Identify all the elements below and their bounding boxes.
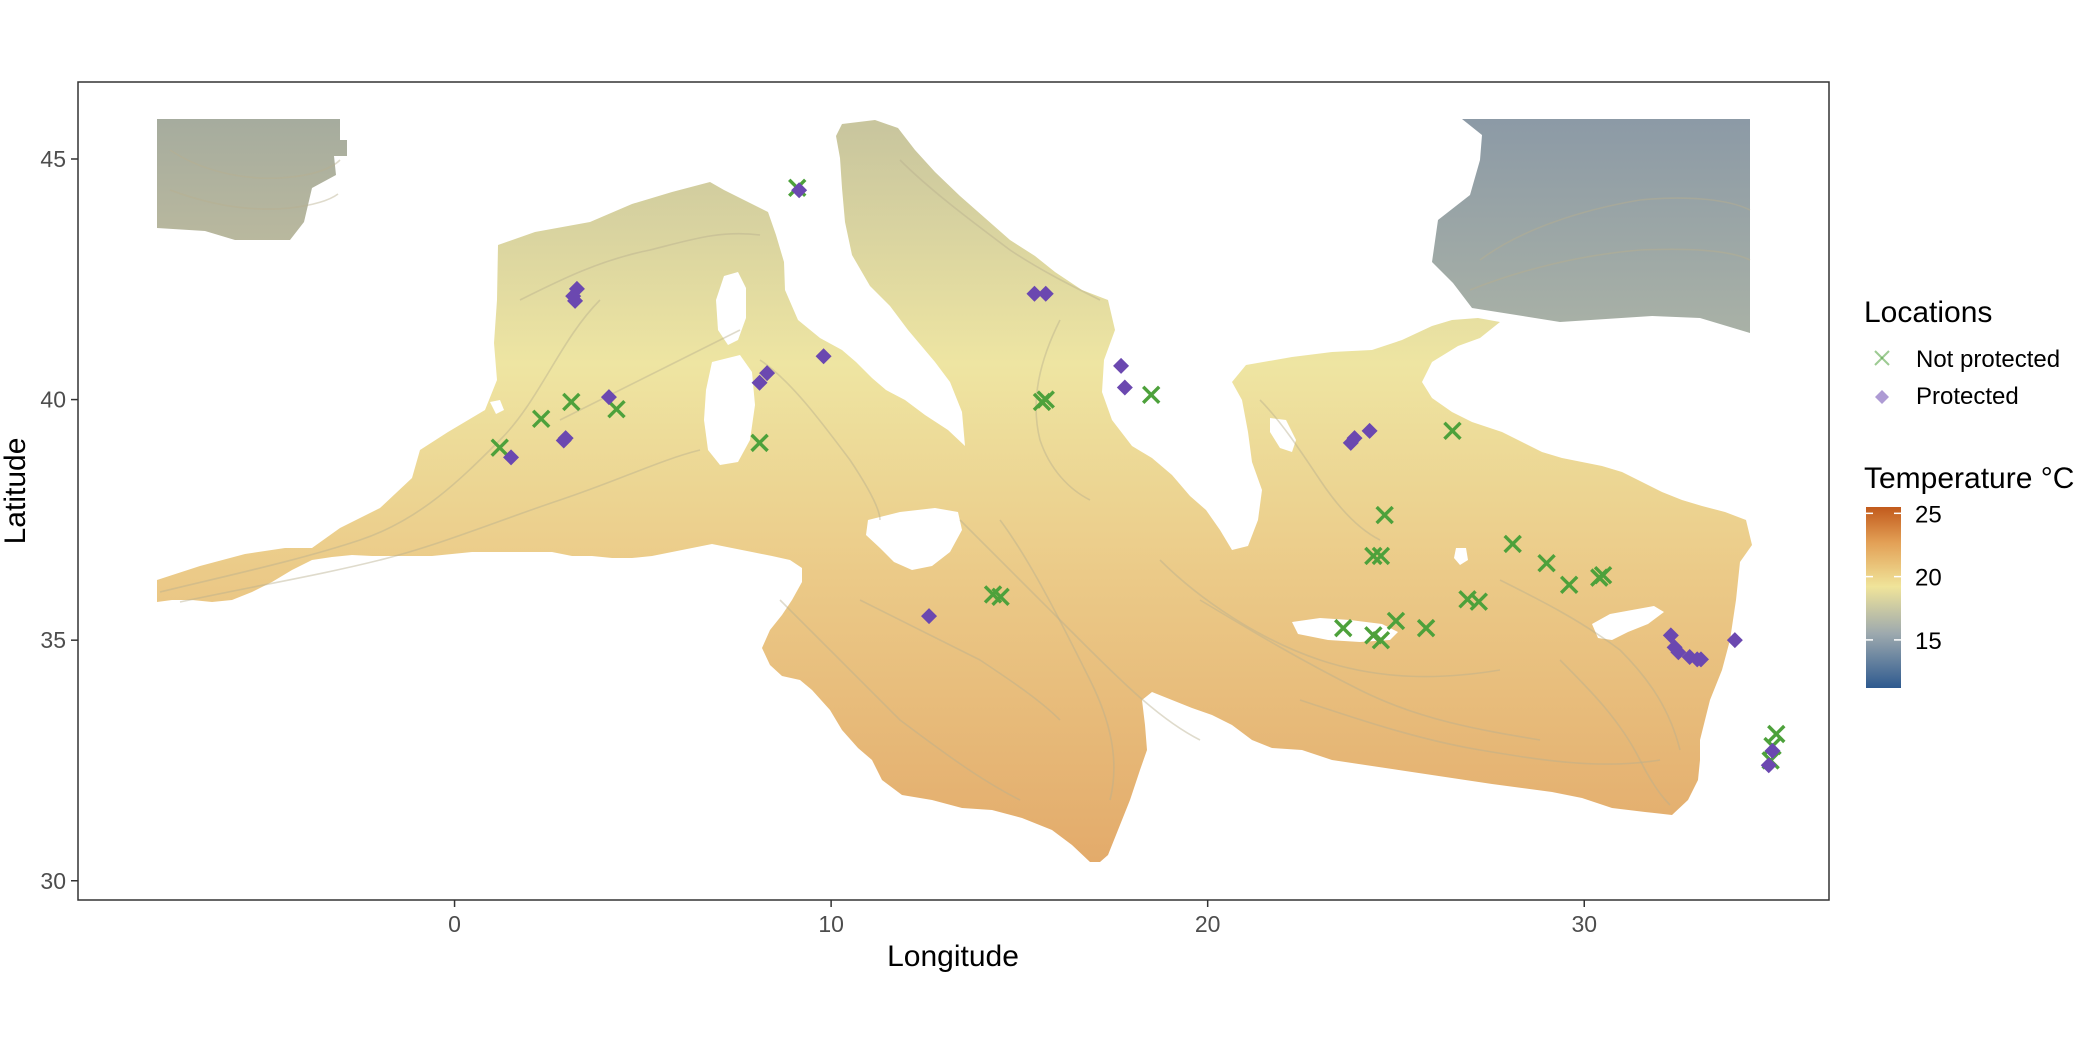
legend-label-not-protected: Not protected — [1916, 346, 2060, 373]
protected-point — [815, 348, 832, 365]
colorbar-tick-label: 20 — [1915, 565, 1942, 592]
legend-x-marker — [1874, 350, 1890, 366]
bathymetry-contours — [159, 149, 1751, 806]
not-protected-point — [1537, 553, 1556, 573]
x-axis: 0 10 20 30 — [448, 900, 1597, 937]
not-protected-point — [1386, 611, 1406, 631]
y-tick-label: 35 — [40, 627, 66, 653]
protected-point — [1692, 651, 1709, 668]
not-protected-point — [1593, 566, 1613, 585]
protected-point — [1116, 379, 1133, 396]
island-corsica — [716, 272, 746, 345]
y-axis: 30 35 40 45 — [40, 146, 78, 894]
locations-legend-title: Locations — [1864, 296, 1992, 329]
protected-point — [1113, 357, 1130, 374]
protected-point — [1026, 285, 1043, 302]
x-tick-label: 20 — [1195, 911, 1221, 937]
island-balearic — [490, 400, 504, 414]
not-protected-point — [1364, 546, 1383, 566]
island-sicily — [866, 508, 962, 570]
colorbar-tick-label: 15 — [1915, 628, 1942, 655]
not-protected-point — [531, 409, 551, 429]
not-protected-point — [1371, 630, 1391, 650]
not-protected-point — [1371, 546, 1391, 566]
y-tick-label: 40 — [40, 387, 66, 413]
island-euboea — [1270, 418, 1296, 452]
not-protected-point — [750, 433, 769, 453]
protected-point — [921, 608, 938, 625]
protected-point — [1764, 742, 1781, 759]
not-protected-point — [1416, 618, 1436, 638]
x-tick-label: 0 — [448, 911, 461, 937]
not-protected-point — [1559, 575, 1579, 595]
protected-point — [1760, 757, 1777, 774]
protected-point — [759, 365, 776, 382]
y-tick-label: 45 — [40, 146, 66, 172]
not-protected-point — [1141, 385, 1161, 404]
not-protected-point — [490, 438, 509, 457]
island-sardinia — [704, 355, 755, 465]
protected-point — [1670, 644, 1687, 661]
colorbar-ticks: 15 20 25 — [1866, 501, 1942, 655]
island-rhodes — [1454, 548, 1468, 565]
protected-point — [503, 449, 520, 466]
x-axis-title: Longitude — [887, 940, 1019, 973]
colorbar-tick-label: 25 — [1915, 501, 1942, 528]
mediterranean-sea-area — [157, 120, 1752, 862]
protected-point — [751, 374, 768, 391]
x-tick-label: 10 — [818, 911, 844, 937]
protected-point — [567, 292, 584, 309]
protected-point — [791, 182, 808, 199]
not-protected-point — [1469, 592, 1489, 611]
not-protected-point — [1503, 534, 1522, 554]
temperature-legend: Temperature °C 15 20 25 — [1864, 462, 2074, 688]
protected-point — [1726, 632, 1743, 649]
not-protected-point — [1443, 421, 1462, 441]
sea-layer — [157, 119, 1786, 862]
not-protected-point — [562, 392, 581, 412]
protected-point — [1037, 285, 1054, 302]
island-cyprus — [1592, 606, 1664, 640]
protected-point — [555, 432, 572, 449]
protected-point — [1662, 627, 1679, 644]
y-axis-title: Latitude — [0, 438, 32, 545]
atlantic-sea-area — [157, 119, 347, 240]
legend-key-not-protected: Not protected — [1874, 346, 2060, 373]
y-tick-label: 30 — [40, 868, 66, 894]
temperature-colorbar — [1866, 507, 1901, 688]
x-tick-label: 30 — [1571, 911, 1597, 937]
not-protected-point — [1334, 618, 1353, 638]
black-sea-area — [1432, 119, 1750, 333]
protected-point — [600, 389, 617, 406]
legend-label-protected: Protected — [1916, 383, 2019, 410]
location-points — [490, 178, 1786, 774]
not-protected-point — [607, 399, 626, 419]
not-protected-point — [1375, 505, 1394, 525]
temperature-legend-title: Temperature °C — [1864, 462, 2074, 495]
legend-diamond-marker — [1875, 390, 1889, 404]
protected-point — [1346, 430, 1363, 447]
not-protected-point — [1032, 392, 1052, 412]
protected-point — [1361, 422, 1378, 439]
not-protected-point — [991, 587, 1010, 607]
locations-legend: Locations Not protected Protected — [1864, 296, 2060, 410]
legend-key-protected: Protected — [1875, 383, 2019, 410]
